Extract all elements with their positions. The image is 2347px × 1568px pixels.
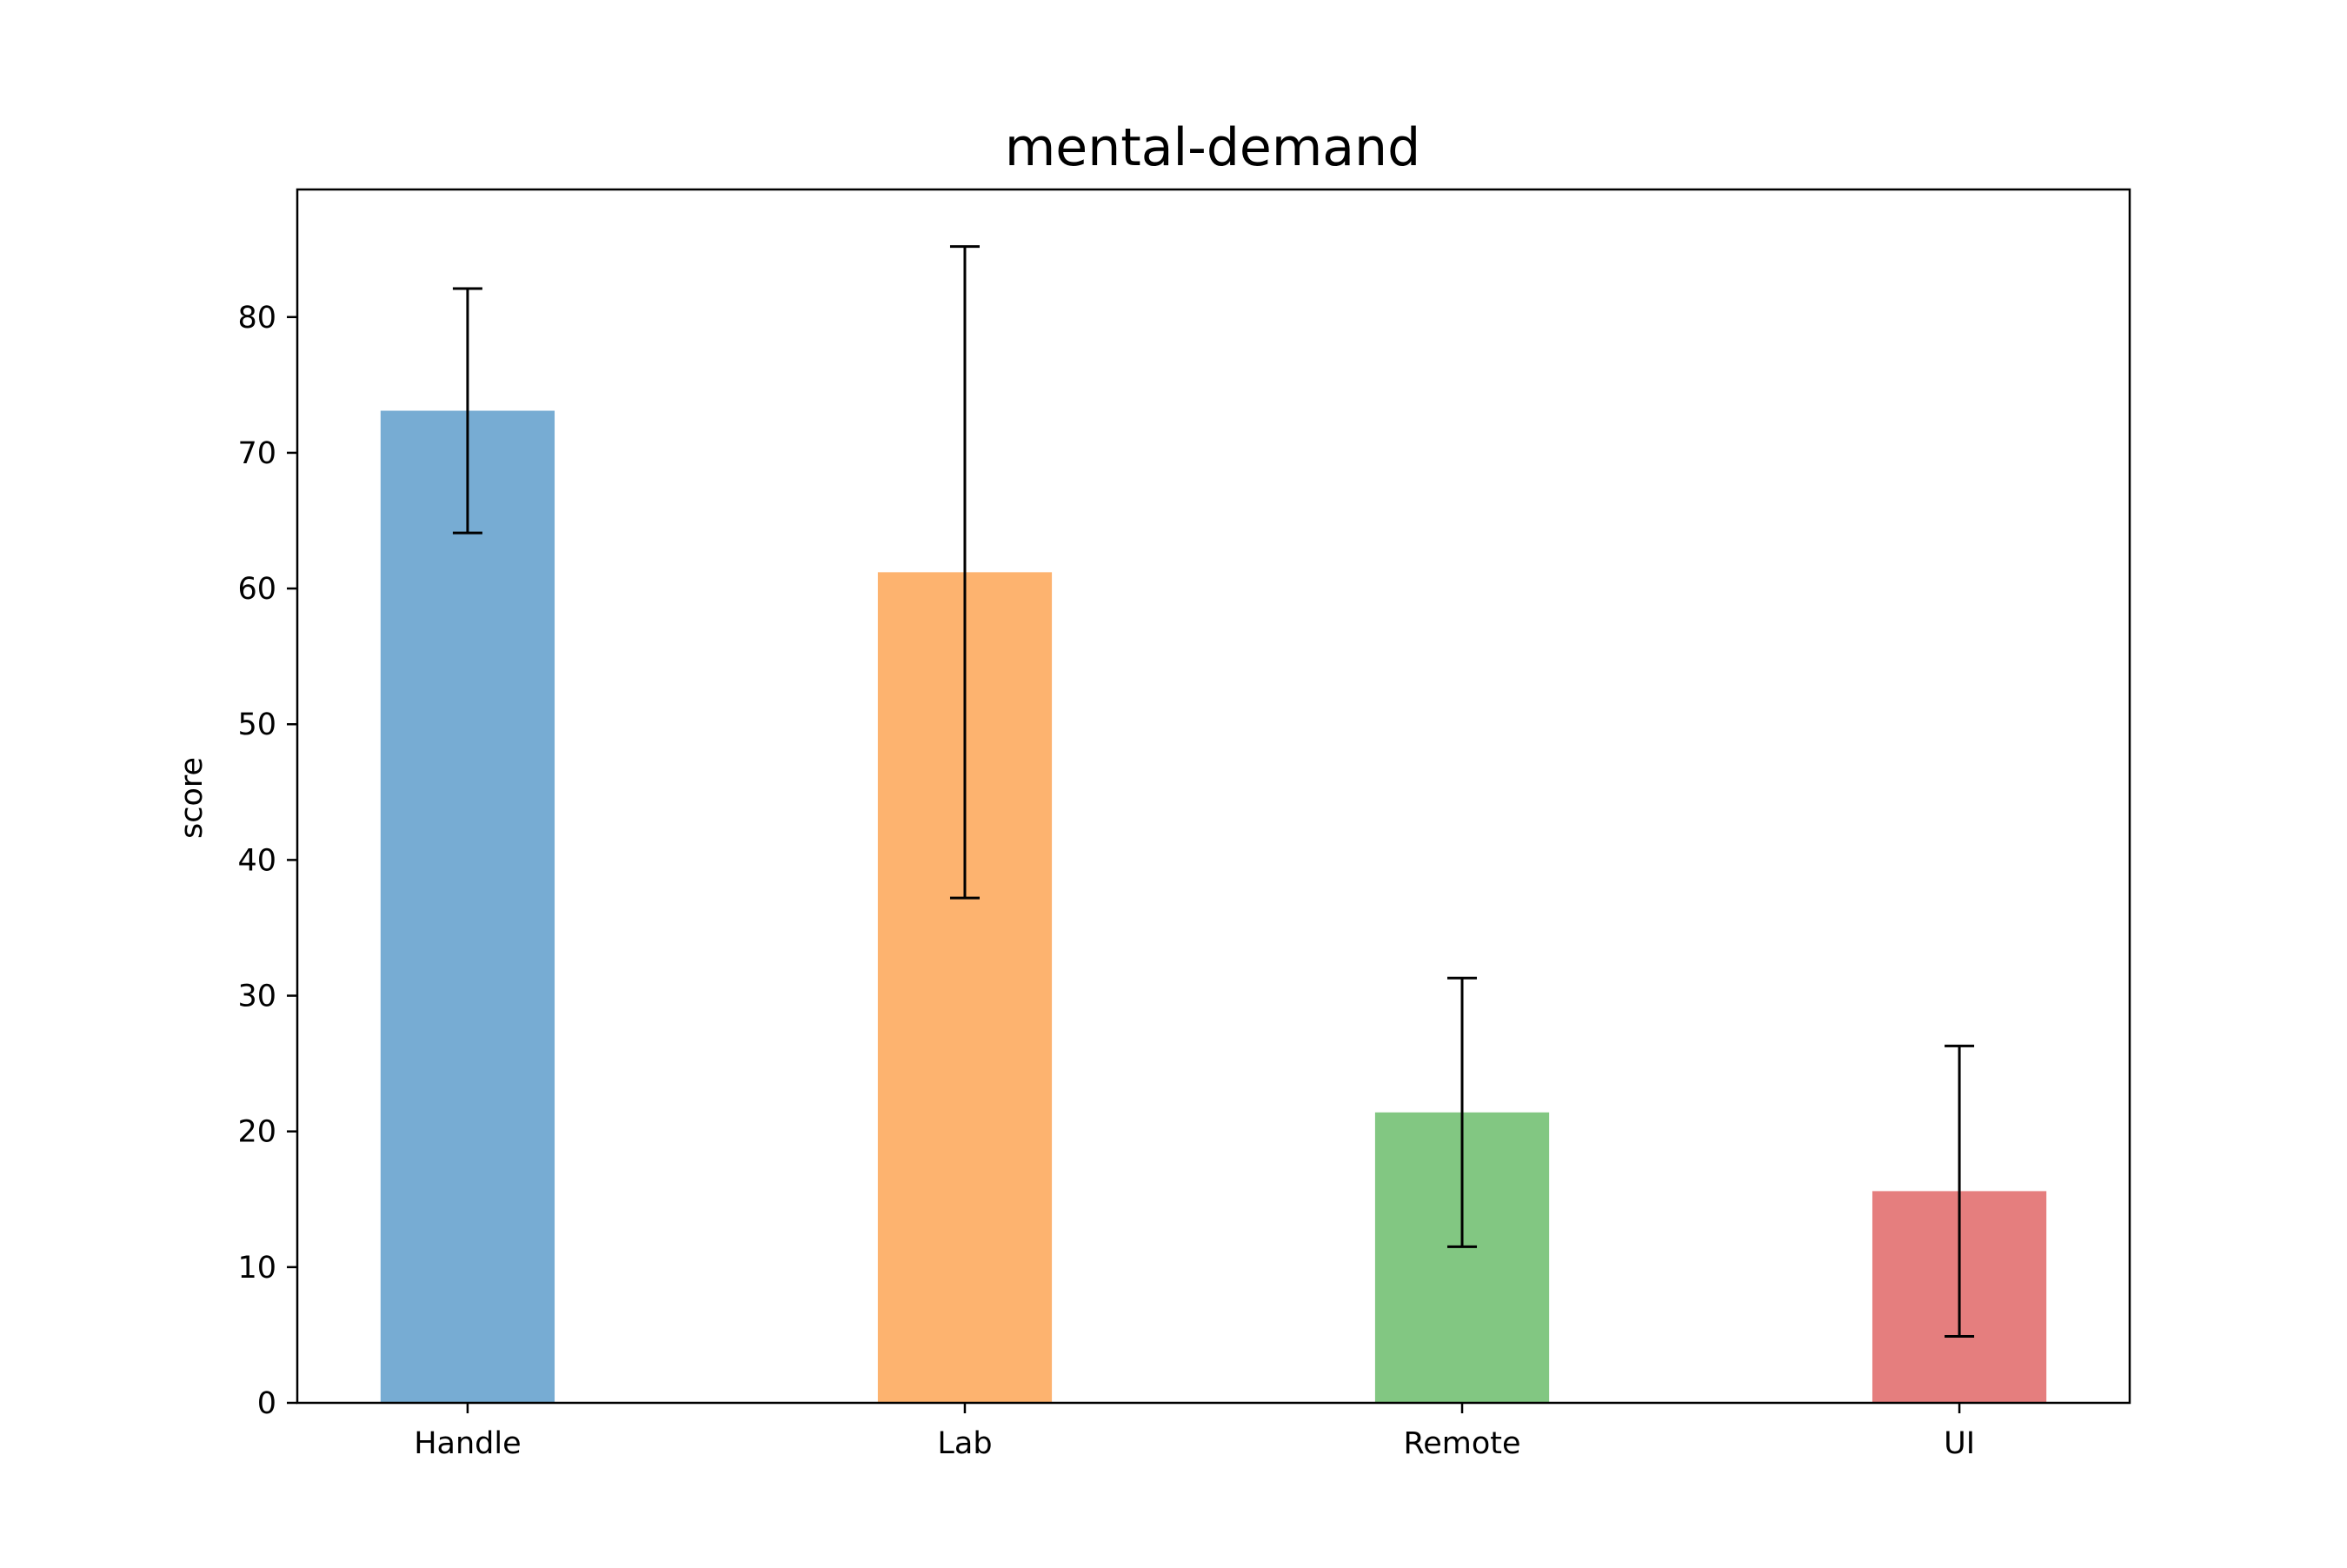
error-bar-remote: [1447, 976, 1478, 1248]
y-tick-label: 80: [237, 301, 276, 336]
x-ticks-layer: Handle Lab Remote UI: [414, 1403, 1975, 1461]
y-tick-label: 30: [237, 980, 276, 1014]
y-axis-label: score: [175, 757, 209, 839]
x-tick-label-ui: UI: [1944, 1426, 1975, 1461]
y-tick-label: 10: [237, 1251, 276, 1286]
y-tick-label: 0: [257, 1386, 276, 1421]
y-ticks-layer: 0 10 20 30 40 50 60 70 80: [237, 301, 297, 1421]
y-tick-label: 50: [237, 708, 276, 742]
x-tick-label-handle: Handle: [414, 1426, 521, 1461]
x-tick-label-remote: Remote: [1404, 1426, 1521, 1461]
plot-area-frame: [296, 188, 2131, 1405]
x-tick-label-lab: Lab: [937, 1426, 992, 1461]
error-bar-ui: [1945, 1044, 1975, 1338]
bars-layer: [380, 410, 2047, 1403]
y-tick-label: 20: [237, 1115, 276, 1150]
error-bar-lab: [949, 245, 980, 900]
y-tick-label: 60: [237, 572, 276, 607]
bar-handle: [380, 410, 555, 1403]
y-tick-label: 70: [237, 436, 276, 471]
chart-title: mental-demand: [1005, 117, 1420, 178]
error-bar-handle: [452, 287, 482, 535]
error-bars-layer: [452, 245, 1975, 1338]
y-tick-label: 40: [237, 843, 276, 878]
